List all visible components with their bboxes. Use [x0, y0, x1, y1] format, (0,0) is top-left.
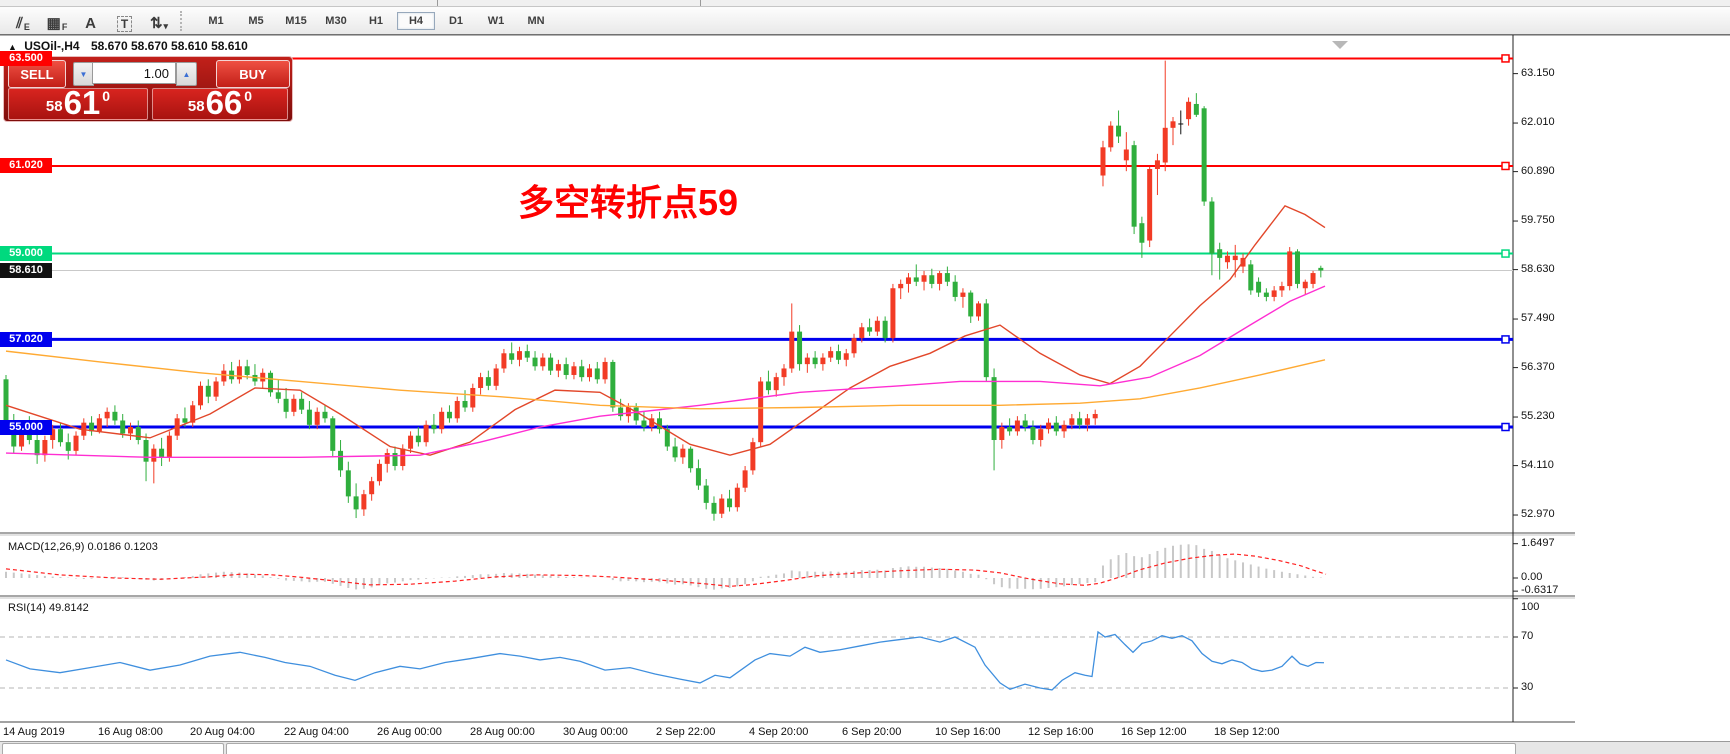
bottom-tab-bar[interactable] — [226, 743, 1516, 754]
fibonacci-grid-icon[interactable]: ▦ F — [46, 14, 68, 32]
ma-slow-orange — [5, 350, 1326, 410]
price-level-badge: 61.020 — [0, 158, 52, 174]
timeframe-m15[interactable]: M15 — [285, 14, 307, 27]
volume-increase-button[interactable]: ▲ — [176, 62, 197, 86]
price-tick-label: 63.150 — [1521, 66, 1555, 79]
timeframe-d1[interactable]: D1 — [448, 14, 464, 27]
date-tick-label: 12 Sep 16:00 — [1028, 726, 1094, 738]
price-tick-label: 52.970 — [1521, 508, 1555, 521]
date-tick-label: 16 Aug 08:00 — [98, 726, 163, 738]
bid-price[interactable]: 58 61 0 — [8, 84, 148, 121]
price-tick-label: 62.010 — [1521, 116, 1555, 129]
top-strip-separator — [700, 0, 701, 6]
ask-price[interactable]: 58 66 0 — [152, 84, 288, 121]
chart-title: ▲ USOil-,H4 58.670 58.670 58.610 58.610 — [8, 39, 248, 53]
ask-big-digits: 66 — [205, 84, 243, 121]
date-tick-label: 14 Aug 2019 — [3, 726, 65, 738]
date-tick-label: 30 Aug 00:00 — [563, 726, 628, 738]
line-handle[interactable] — [1501, 54, 1510, 63]
macd-scale-label: 0.00 — [1521, 571, 1543, 583]
price-level-badge: 57.020 — [0, 331, 52, 347]
ma-magenta — [5, 285, 1326, 459]
text-label-icon[interactable]: A — [85, 14, 96, 32]
price-level-badge: 63.500 — [0, 50, 52, 66]
timeframe-h4[interactable]: H4 — [397, 11, 435, 30]
date-tick-label: 6 Sep 20:00 — [842, 726, 902, 738]
rsi-scale-label: 70 — [1521, 630, 1534, 642]
date-tick-label: 20 Aug 04:00 — [190, 726, 255, 738]
chart-annotation-text: 多空转折点59 — [518, 182, 739, 223]
timeframe-w1[interactable]: W1 — [487, 14, 505, 27]
date-tick-label: 4 Sep 20:00 — [749, 726, 809, 738]
bottom-tab-symbol[interactable] — [2, 743, 224, 754]
date-tick-label: 16 Sep 12:00 — [1121, 726, 1187, 738]
rsi-line — [5, 630, 1325, 691]
symbol-title: USOil-,H4 — [24, 39, 80, 53]
date-tick-label: 10 Sep 16:00 — [935, 726, 1001, 738]
timeframe-m1[interactable]: M1 — [208, 14, 224, 27]
price-tick-label: 58.630 — [1521, 262, 1555, 275]
price-tick-label: 59.750 — [1521, 214, 1555, 227]
line-handle[interactable] — [1501, 161, 1510, 171]
line-handle[interactable] — [1501, 422, 1510, 432]
timeframe-mn[interactable]: MN — [527, 14, 545, 27]
price-tick-label: 56.370 — [1521, 360, 1555, 373]
price-tick-label: 57.490 — [1521, 312, 1555, 325]
timeframe-h1[interactable]: H1 — [368, 14, 384, 27]
date-tick-label: 26 Aug 00:00 — [377, 726, 442, 738]
draw-channel-icon[interactable]: ⫽ E — [16, 14, 30, 32]
date-tick-label: 2 Sep 22:00 — [656, 726, 716, 738]
timeframe-bar: M1 M5 M15 M30 H1 H4 D1 W1 MN — [196, 11, 556, 30]
price-tick-label: 54.110 — [1521, 458, 1554, 471]
ask-pip-digit: 0 — [244, 88, 253, 104]
toolbar-icons: ⫽ E ▦ F A T ⇅ ▾ — [6, 10, 176, 32]
current-price-badge: 58.610 — [0, 262, 52, 278]
price-tick-label: 55.230 — [1521, 410, 1555, 423]
ask-prefix: 58 — [187, 98, 205, 115]
macd-label: MACD(12,26,9) 0.0186 0.1203 — [8, 541, 158, 553]
bid-prefix: 58 — [45, 98, 63, 115]
top-strip-separator — [437, 0, 438, 6]
rsi-scale-label: 30 — [1521, 681, 1534, 693]
timeframe-m30[interactable]: M30 — [325, 14, 347, 27]
macd-histogram — [5, 544, 1322, 590]
collapse-icon[interactable]: ▲ — [8, 42, 17, 52]
price-tick-label: 60.890 — [1521, 164, 1555, 177]
price-level-badge: 59.000 — [0, 246, 52, 262]
text-box-icon[interactable]: T — [108, 10, 142, 32]
date-tick-label: 28 Aug 00:00 — [470, 726, 535, 738]
one-click-trade-panel: SELL ▼ 1.00 ▲ BUY 58 61 0 58 66 0 — [3, 56, 293, 122]
line-handle[interactable] — [1501, 335, 1510, 344]
date-tick-label: 18 Sep 12:00 — [1214, 726, 1280, 738]
macd-signal-line — [5, 553, 1327, 587]
window-top-strip — [0, 0, 1730, 7]
price-level-badge: 55.000 — [0, 419, 52, 435]
buy-button[interactable]: BUY — [216, 60, 290, 88]
sort-arrows-icon[interactable]: ⇅ ▾ — [149, 14, 169, 32]
volume-decrease-button[interactable]: ▼ — [73, 62, 94, 86]
chart-shift-marker-icon[interactable] — [1332, 41, 1348, 49]
bid-pip-digit: 0 — [102, 88, 111, 104]
volume-input[interactable]: 1.00 — [92, 62, 176, 84]
toolbar-grip[interactable] — [180, 10, 190, 31]
ohlc-values: 58.670 58.670 58.610 58.610 — [90, 39, 248, 53]
macd-scale-label: 1.6497 — [1521, 536, 1555, 549]
rsi-label: RSI(14) 49.8142 — [8, 602, 89, 614]
line-handle[interactable] — [1501, 249, 1510, 258]
macd-scale-label: -0.6317 — [1521, 584, 1559, 597]
ma-fast-red — [5, 205, 1326, 456]
candles-layer — [3, 60, 1324, 521]
bid-big-digits: 61 — [63, 84, 101, 121]
rsi-scale-label: 100 — [1521, 601, 1540, 613]
date-tick-label: 22 Aug 04:00 — [284, 726, 349, 738]
timeframe-m5[interactable]: M5 — [248, 14, 264, 27]
